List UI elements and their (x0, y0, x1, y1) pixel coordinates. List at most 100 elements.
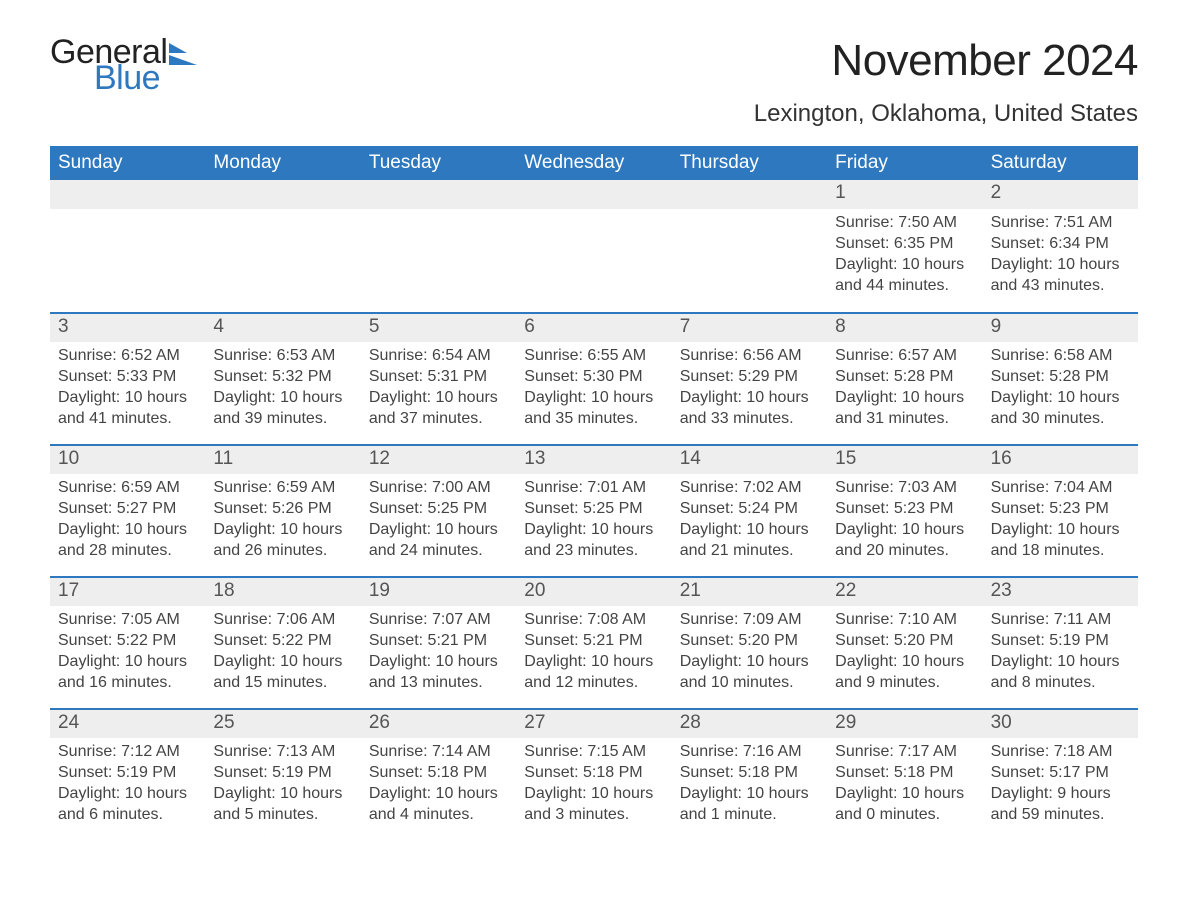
day-cell: Sunrise: 7:09 AMSunset: 5:20 PMDaylight:… (672, 606, 827, 708)
location-subtitle: Lexington, Oklahoma, United States (754, 100, 1138, 128)
sunrise-text: Sunrise: 7:10 AM (835, 610, 974, 631)
sunset-text: Sunset: 5:25 PM (369, 499, 508, 520)
sunrise-text: Sunrise: 7:07 AM (369, 610, 508, 631)
day-cell: Sunrise: 6:59 AMSunset: 5:26 PMDaylight:… (205, 474, 360, 576)
weekday-header-row: SundayMondayTuesdayWednesdayThursdayFrid… (50, 146, 1138, 180)
weekday-header-cell: Saturday (983, 146, 1138, 180)
day-number: 5 (361, 314, 516, 342)
sunset-text: Sunset: 5:17 PM (991, 763, 1130, 784)
sunrise-text: Sunrise: 7:03 AM (835, 478, 974, 499)
day-number (50, 180, 205, 209)
day-cell: Sunrise: 7:18 AMSunset: 5:17 PMDaylight:… (983, 738, 1138, 840)
sunrise-text: Sunrise: 7:50 AM (835, 213, 974, 234)
sunrise-text: Sunrise: 6:55 AM (524, 346, 663, 367)
sunrise-text: Sunrise: 7:15 AM (524, 742, 663, 763)
day-cell (50, 209, 205, 312)
daylight-text: Daylight: 10 hours and 41 minutes. (58, 388, 197, 430)
day-number: 12 (361, 446, 516, 474)
daylight-text: Daylight: 10 hours and 31 minutes. (835, 388, 974, 430)
day-cell: Sunrise: 7:11 AMSunset: 5:19 PMDaylight:… (983, 606, 1138, 708)
calendar-grid: SundayMondayTuesdayWednesdayThursdayFrid… (50, 146, 1138, 840)
sunset-text: Sunset: 5:24 PM (680, 499, 819, 520)
day-cell: Sunrise: 6:54 AMSunset: 5:31 PMDaylight:… (361, 342, 516, 444)
sunset-text: Sunset: 5:20 PM (680, 631, 819, 652)
daylight-text: Daylight: 10 hours and 0 minutes. (835, 784, 974, 826)
day-cell: Sunrise: 6:52 AMSunset: 5:33 PMDaylight:… (50, 342, 205, 444)
day-cell: Sunrise: 7:17 AMSunset: 5:18 PMDaylight:… (827, 738, 982, 840)
day-number: 23 (983, 578, 1138, 606)
daylight-text: Daylight: 10 hours and 3 minutes. (524, 784, 663, 826)
brand-logo: General Blue (50, 36, 201, 95)
sunrise-text: Sunrise: 7:06 AM (213, 610, 352, 631)
day-cell (516, 209, 671, 312)
sunset-text: Sunset: 5:32 PM (213, 367, 352, 388)
day-number (672, 180, 827, 209)
day-number-strip: 24252627282930 (50, 710, 1138, 738)
sunrise-text: Sunrise: 6:59 AM (213, 478, 352, 499)
day-number: 22 (827, 578, 982, 606)
day-number: 18 (205, 578, 360, 606)
day-number (361, 180, 516, 209)
day-cell: Sunrise: 7:00 AMSunset: 5:25 PMDaylight:… (361, 474, 516, 576)
sunrise-text: Sunrise: 7:51 AM (991, 213, 1130, 234)
daylight-text: Daylight: 10 hours and 6 minutes. (58, 784, 197, 826)
sunset-text: Sunset: 5:18 PM (835, 763, 974, 784)
sunrise-text: Sunrise: 6:57 AM (835, 346, 974, 367)
sunrise-text: Sunrise: 7:14 AM (369, 742, 508, 763)
day-cell: Sunrise: 7:02 AMSunset: 5:24 PMDaylight:… (672, 474, 827, 576)
sunset-text: Sunset: 5:28 PM (991, 367, 1130, 388)
daylight-text: Daylight: 10 hours and 39 minutes. (213, 388, 352, 430)
daylight-text: Daylight: 10 hours and 4 minutes. (369, 784, 508, 826)
day-cell: Sunrise: 7:15 AMSunset: 5:18 PMDaylight:… (516, 738, 671, 840)
day-cell: Sunrise: 6:57 AMSunset: 5:28 PMDaylight:… (827, 342, 982, 444)
day-number-strip: 12 (50, 180, 1138, 209)
day-number: 7 (672, 314, 827, 342)
day-cell: Sunrise: 6:53 AMSunset: 5:32 PMDaylight:… (205, 342, 360, 444)
day-number: 11 (205, 446, 360, 474)
daylight-text: Daylight: 10 hours and 35 minutes. (524, 388, 663, 430)
day-number: 6 (516, 314, 671, 342)
day-number: 25 (205, 710, 360, 738)
day-number: 20 (516, 578, 671, 606)
day-number: 21 (672, 578, 827, 606)
sunset-text: Sunset: 5:31 PM (369, 367, 508, 388)
sunrise-text: Sunrise: 7:17 AM (835, 742, 974, 763)
day-number: 4 (205, 314, 360, 342)
day-number: 13 (516, 446, 671, 474)
sunset-text: Sunset: 5:28 PM (835, 367, 974, 388)
daylight-text: Daylight: 10 hours and 26 minutes. (213, 520, 352, 562)
sunrise-text: Sunrise: 7:05 AM (58, 610, 197, 631)
sunset-text: Sunset: 5:27 PM (58, 499, 197, 520)
daylight-text: Daylight: 10 hours and 9 minutes. (835, 652, 974, 694)
sunrise-text: Sunrise: 6:59 AM (58, 478, 197, 499)
sunset-text: Sunset: 5:29 PM (680, 367, 819, 388)
sunrise-text: Sunrise: 7:12 AM (58, 742, 197, 763)
day-number: 28 (672, 710, 827, 738)
week-row: 10111213141516Sunrise: 6:59 AMSunset: 5:… (50, 444, 1138, 576)
day-number: 9 (983, 314, 1138, 342)
day-cell: Sunrise: 7:14 AMSunset: 5:18 PMDaylight:… (361, 738, 516, 840)
daylight-text: Daylight: 10 hours and 33 minutes. (680, 388, 819, 430)
weekday-header-cell: Thursday (672, 146, 827, 180)
sunset-text: Sunset: 5:22 PM (213, 631, 352, 652)
day-number: 24 (50, 710, 205, 738)
weekday-header-cell: Sunday (50, 146, 205, 180)
sunrise-text: Sunrise: 7:04 AM (991, 478, 1130, 499)
day-number: 14 (672, 446, 827, 474)
weekday-header-cell: Monday (205, 146, 360, 180)
daylight-text: Daylight: 10 hours and 24 minutes. (369, 520, 508, 562)
sunrise-text: Sunrise: 7:18 AM (991, 742, 1130, 763)
daylight-text: Daylight: 10 hours and 21 minutes. (680, 520, 819, 562)
day-number: 8 (827, 314, 982, 342)
day-cell: Sunrise: 7:06 AMSunset: 5:22 PMDaylight:… (205, 606, 360, 708)
daylight-text: Daylight: 10 hours and 1 minute. (680, 784, 819, 826)
sunrise-text: Sunrise: 6:54 AM (369, 346, 508, 367)
day-number-strip: 10111213141516 (50, 446, 1138, 474)
day-cell: Sunrise: 6:59 AMSunset: 5:27 PMDaylight:… (50, 474, 205, 576)
sunset-text: Sunset: 5:18 PM (524, 763, 663, 784)
daylight-text: Daylight: 10 hours and 8 minutes. (991, 652, 1130, 694)
sunrise-text: Sunrise: 6:52 AM (58, 346, 197, 367)
daylight-text: Daylight: 10 hours and 16 minutes. (58, 652, 197, 694)
day-number: 17 (50, 578, 205, 606)
sunset-text: Sunset: 5:21 PM (369, 631, 508, 652)
